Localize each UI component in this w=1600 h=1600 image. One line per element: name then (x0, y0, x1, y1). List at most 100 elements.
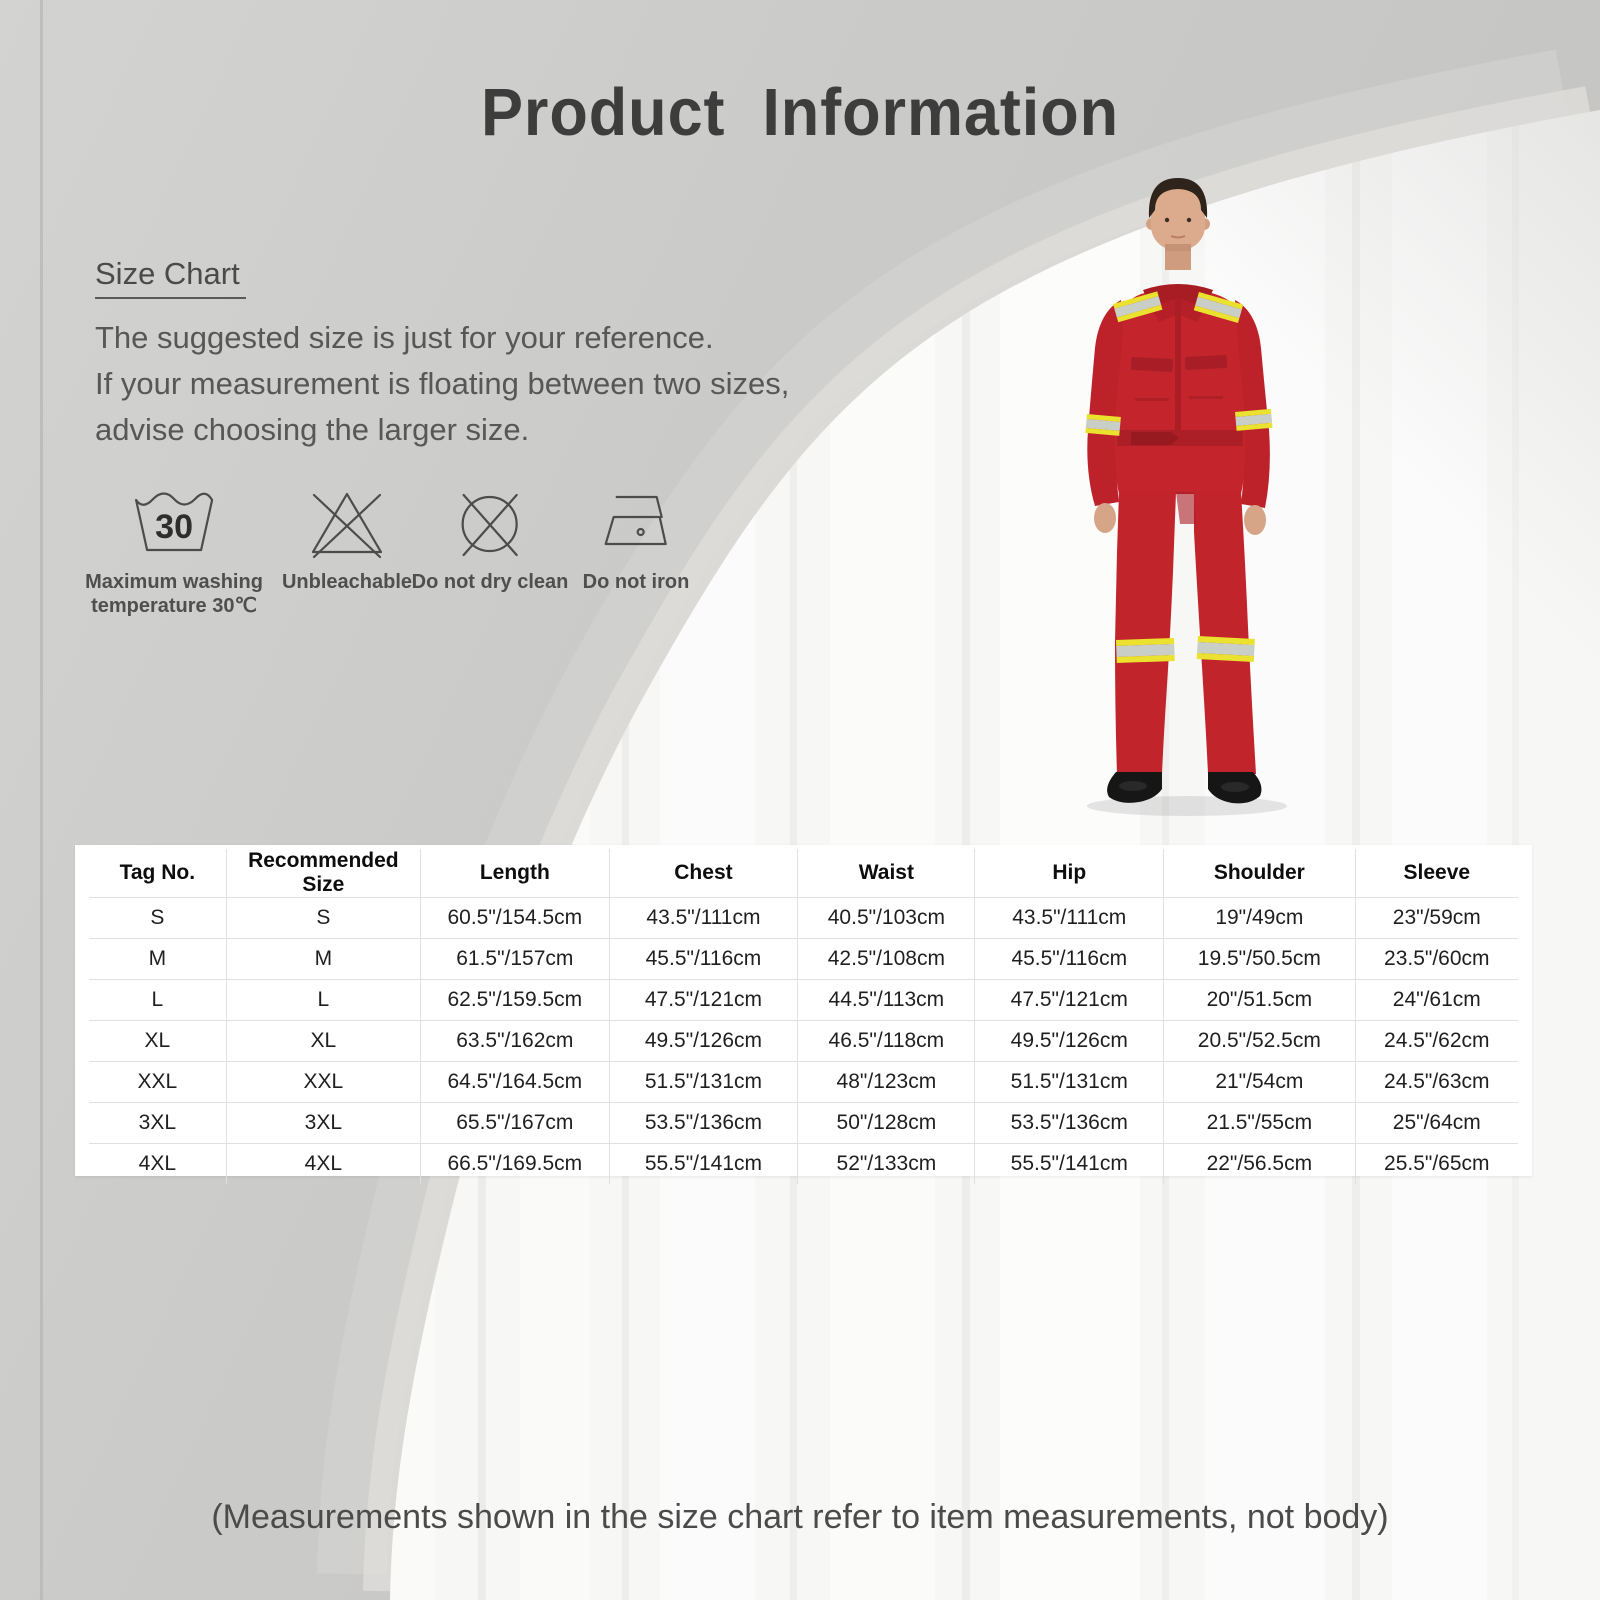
table-cell: XL (89, 1020, 227, 1062)
table-cell: 49.5"/126cm (608, 1020, 799, 1062)
table-cell: 46.5"/118cm (797, 1020, 976, 1062)
table-cell: 20.5"/52.5cm (1163, 1020, 1356, 1062)
table-cell: 62.5"/159.5cm (420, 979, 610, 1021)
table-cell: 42.5"/108cm (797, 938, 976, 980)
table-header-cell: Hip (974, 849, 1165, 898)
table-header-cell: Chest (608, 849, 799, 898)
model-shoes (1107, 772, 1262, 804)
size-table-container: Tag No. Recommended Size Length Chest Wa… (75, 845, 1532, 1184)
page-title: Product Information (480, 75, 1120, 150)
table-cell: 21"/54cm (1163, 1061, 1356, 1103)
table-cell: 24.5"/62cm (1354, 1020, 1518, 1062)
table-row: M M 61.5"/157cm 45.5"/116cm 42.5"/108cm … (89, 938, 1518, 980)
table-cell: 53.5"/136cm (974, 1102, 1165, 1144)
model-hand (1094, 503, 1116, 533)
table-cell: 19.5"/50.5cm (1163, 938, 1356, 980)
table-cell: 4XL (225, 1143, 422, 1184)
table-cell: 43.5"/111cm (608, 897, 799, 939)
measurements-footnote: (Measurements shown in the size chart re… (211, 1498, 1389, 1536)
table-header-cell: Recommended Size (225, 849, 422, 898)
care-label: Maximum washing temperature 30℃ (85, 571, 263, 617)
table-row: L L 62.5"/159.5cm 47.5"/121cm 44.5"/113c… (89, 979, 1518, 1021)
table-header-cell: Length (420, 849, 610, 898)
table-cell: 63.5"/162cm (420, 1020, 610, 1062)
size-chart-description: The suggested size is just for your refe… (95, 315, 915, 453)
table-cell: M (89, 938, 227, 980)
table-row: XL XL 63.5"/162cm 49.5"/126cm 46.5"/118c… (89, 1020, 1518, 1062)
table-header-cell: Tag No. (89, 849, 227, 898)
care-label: Do not iron (582, 571, 690, 593)
table-cell: 45.5"/116cm (608, 938, 799, 980)
description-line: advise choosing the larger size. (95, 412, 530, 447)
table-cell: XL (225, 1020, 422, 1062)
table-cell: L (225, 979, 422, 1021)
table-cell: 22"/56.5cm (1163, 1143, 1356, 1184)
table-cell: 55.5"/141cm (608, 1143, 799, 1184)
reflective-stripe-shoulder (1193, 292, 1244, 323)
size-chart-section: Size Chart The suggested size is just fo… (95, 256, 915, 453)
table-cell: 3XL (89, 1102, 227, 1144)
table-cell: XXL (89, 1061, 227, 1103)
table-cell: 49.5"/126cm (974, 1020, 1165, 1062)
table-cell: L (89, 979, 227, 1021)
table-cell: 66.5"/169.5cm (420, 1143, 610, 1184)
table-cell: S (89, 897, 227, 939)
table-cell: 51.5"/131cm (608, 1061, 799, 1103)
care-item-unbleachable: Unbleachable (282, 486, 412, 594)
table-row: XXL XXL 64.5"/164.5cm 51.5"/131cm 48"/12… (89, 1061, 1518, 1103)
size-table: Tag No. Recommended Size Length Chest Wa… (89, 849, 1518, 1184)
table-cell: 25.5"/65cm (1354, 1143, 1518, 1184)
table-row: 4XL 4XL 66.5"/169.5cm 55.5"/141cm 52"/13… (89, 1143, 1518, 1184)
table-cell: 47.5"/121cm (974, 979, 1165, 1021)
table-cell: 24"/61cm (1354, 979, 1518, 1021)
reflective-stripe-shoulder (1113, 291, 1163, 323)
table-cell: 45.5"/116cm (974, 938, 1165, 980)
table-cell: 53.5"/136cm (608, 1102, 799, 1144)
table-cell: 3XL (225, 1102, 422, 1144)
reflective-stripe-leg (1196, 636, 1255, 662)
table-cell: S (225, 897, 422, 939)
table-cell: 25"/64cm (1354, 1102, 1518, 1144)
model-photo (1085, 178, 1287, 816)
table-cell: 21.5"/55cm (1163, 1102, 1356, 1144)
reflective-stripe-sleeve (1085, 414, 1121, 436)
do-not-iron-icon (604, 495, 668, 546)
table-cell: 60.5"/154.5cm (420, 897, 610, 939)
table-cell: 40.5"/103cm (797, 897, 976, 939)
table-cell: 61.5"/157cm (420, 938, 610, 980)
reflective-stripe-sleeve (1235, 408, 1273, 431)
care-item-no-dry-clean: Do not dry clean (411, 486, 569, 594)
table-cell: 23"/59cm (1354, 897, 1518, 939)
do-not-bleach-icon (311, 492, 383, 559)
description-line: If your measurement is floating between … (95, 366, 790, 401)
table-cell: 55.5"/141cm (974, 1143, 1165, 1184)
model-coverall (1085, 284, 1273, 774)
table-cell: 24.5"/63cm (1354, 1061, 1518, 1103)
care-label: Do not dry clean (411, 571, 569, 593)
table-cell: 23.5"/60cm (1354, 938, 1518, 980)
table-header-cell: Shoulder (1163, 849, 1356, 898)
table-cell: 47.5"/121cm (608, 979, 799, 1021)
table-cell: XXL (225, 1061, 422, 1103)
wash-30-icon: 30 (134, 492, 214, 552)
size-chart-heading: Size Chart (95, 256, 246, 299)
description-line: The suggested size is just for your refe… (95, 320, 714, 355)
table-cell: 64.5"/164.5cm (420, 1061, 610, 1103)
table-cell: 50"/128cm (797, 1102, 976, 1144)
table-cell: 65.5"/167cm (420, 1102, 610, 1144)
table-cell: 43.5"/111cm (974, 897, 1165, 939)
table-cell: 48"/123cm (797, 1061, 976, 1103)
table-cell: M (225, 938, 422, 980)
table-row: S S 60.5"/154.5cm 43.5"/111cm 40.5"/103c… (89, 897, 1518, 939)
table-header-cell: Waist (797, 849, 976, 898)
svg-text:30: 30 (155, 508, 193, 546)
model-head (1146, 178, 1210, 270)
reflective-stripe-leg (1116, 637, 1175, 663)
table-cell: 44.5"/113cm (797, 979, 976, 1021)
do-not-dry-clean-icon (461, 493, 519, 557)
table-cell: 52"/133cm (797, 1143, 976, 1184)
table-header-cell: Sleeve (1354, 849, 1518, 898)
table-header-row: Tag No. Recommended Size Length Chest Wa… (89, 849, 1518, 898)
table-cell: 4XL (89, 1143, 227, 1184)
